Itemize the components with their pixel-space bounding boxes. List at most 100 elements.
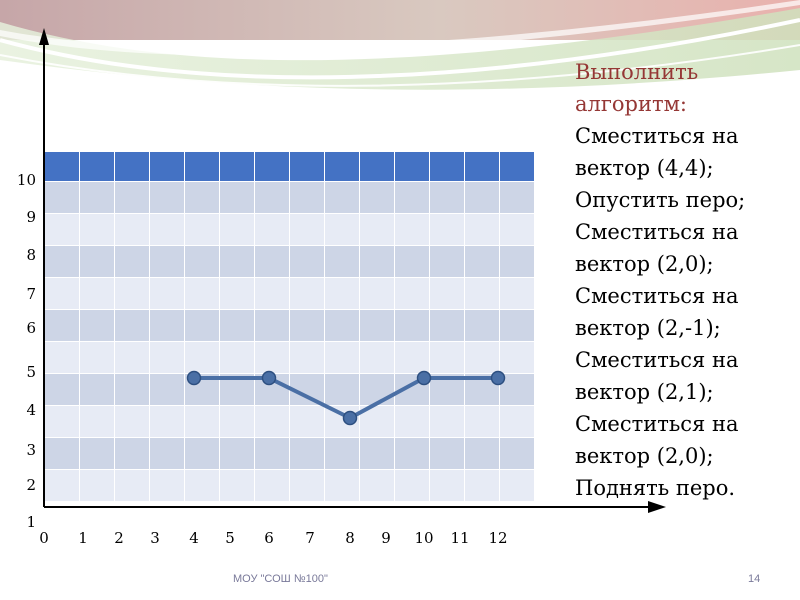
grid-cell — [429, 469, 465, 502]
grid-cell — [429, 151, 465, 182]
x-tick-label: 2 — [114, 529, 124, 547]
grid-cell — [464, 341, 500, 374]
grid-cell — [429, 309, 465, 342]
algorithm-step-line: Сместиться на — [575, 348, 739, 372]
grid-cell — [149, 469, 185, 502]
grid-row — [44, 277, 535, 310]
grid-cell — [499, 151, 535, 182]
grid-cell — [289, 405, 325, 438]
grid-cell — [184, 213, 220, 246]
grid-cell — [429, 181, 465, 214]
algorithm-step-line: Опустить перо; — [575, 188, 746, 212]
grid-cell — [464, 213, 500, 246]
y-tick-label: 7 — [26, 285, 36, 303]
x-tick-label: 1 — [78, 529, 88, 547]
grid-cell — [394, 405, 430, 438]
algorithm-text: Выполнить алгоритм: Сместиться на вектор… — [575, 56, 795, 504]
y-tick-label: 1 — [26, 513, 36, 531]
grid-cell — [289, 181, 325, 214]
grid-cell — [219, 341, 255, 374]
grid-cell — [324, 309, 360, 342]
grid-cell — [219, 181, 255, 214]
grid-cell — [359, 277, 395, 310]
x-tick-label: 0 — [39, 529, 49, 547]
grid-cell — [324, 469, 360, 502]
slide-number: 14 — [748, 573, 761, 585]
grid-cell — [394, 277, 430, 310]
grid-cell — [289, 151, 325, 182]
grid-cell — [499, 181, 535, 214]
grid-cell — [254, 405, 290, 438]
x-tick-label: 5 — [225, 529, 235, 547]
x-tick-label: 4 — [189, 529, 199, 547]
grid-cell — [219, 469, 255, 502]
grid-cell — [289, 213, 325, 246]
grid-cell — [79, 213, 115, 246]
grid-cell — [114, 245, 150, 278]
grid-row — [44, 181, 535, 214]
grid-cell — [499, 277, 535, 310]
x-tick-label: 9 — [381, 529, 391, 547]
grid-cell — [219, 213, 255, 246]
grid-cell — [44, 437, 80, 470]
grid-cell — [44, 181, 80, 214]
coordinate-grid — [44, 151, 535, 502]
grid-cell — [149, 437, 185, 470]
footer-school-name: МОУ "СОШ №100" — [233, 573, 328, 585]
algorithm-title-line-1: Выполнить — [575, 60, 699, 84]
grid-cell — [149, 151, 185, 182]
grid-cell — [79, 341, 115, 374]
grid-cell — [499, 341, 535, 374]
y-axis-arrow — [39, 28, 49, 45]
grid-cell — [464, 469, 500, 502]
algorithm-step-line: вектор (2,0); — [575, 252, 714, 276]
grid-cell — [394, 245, 430, 278]
grid-cell — [359, 341, 395, 374]
algorithm-step-line: Сместиться на — [575, 124, 739, 148]
y-tick-label: 9 — [26, 208, 36, 226]
algorithm-step-line: вектор (2,0); — [575, 444, 714, 468]
grid-cell — [464, 151, 500, 182]
x-tick-label: 10 — [414, 529, 433, 547]
grid-cell — [254, 469, 290, 502]
grid-cell — [324, 341, 360, 374]
grid-cell — [499, 405, 535, 438]
grid-row — [44, 405, 535, 438]
algorithm-title-line-2: алгоритм: — [575, 92, 687, 116]
grid-cell — [359, 373, 395, 406]
grid-cell — [394, 341, 430, 374]
grid-row — [44, 309, 535, 342]
y-tick-labels: 1 2 3 4 5 6 7 8 9 10 — [17, 171, 36, 531]
grid-cell — [359, 437, 395, 470]
y-tick-label: 3 — [26, 441, 36, 459]
grid-cell — [184, 181, 220, 214]
grid-cell — [79, 373, 115, 406]
grid-cell — [254, 181, 290, 214]
grid-cell — [429, 277, 465, 310]
grid-cell — [184, 405, 220, 438]
grid-cell — [44, 341, 80, 374]
grid-cell — [359, 151, 395, 182]
grid-cell — [359, 469, 395, 502]
grid-cell — [114, 405, 150, 438]
grid-cell — [79, 309, 115, 342]
path-point — [416, 370, 432, 386]
grid-row — [44, 437, 535, 470]
algorithm-step-line: вектор (2,1); — [575, 380, 714, 404]
grid-cell — [149, 245, 185, 278]
grid-cell — [394, 437, 430, 470]
grid-cell — [149, 373, 185, 406]
grid-cell — [289, 341, 325, 374]
algorithm-step-line: Сместиться на — [575, 412, 739, 436]
grid-cell — [289, 469, 325, 502]
grid-cell — [44, 277, 80, 310]
grid-cell — [464, 405, 500, 438]
grid-cell — [289, 309, 325, 342]
grid-cell — [254, 437, 290, 470]
grid-cell — [324, 245, 360, 278]
algorithm-step-line: вектор (2,-1); — [575, 316, 721, 340]
grid-cell — [149, 341, 185, 374]
grid-cell — [464, 245, 500, 278]
grid-cell — [79, 405, 115, 438]
